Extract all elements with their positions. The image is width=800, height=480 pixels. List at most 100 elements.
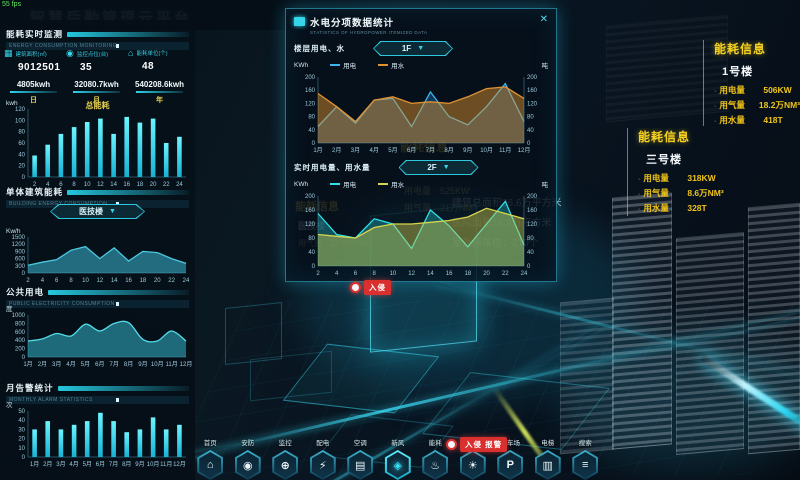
- svg-text:11月: 11月: [166, 361, 178, 368]
- svg-text:200: 200: [305, 75, 316, 81]
- svg-text:160: 160: [527, 88, 538, 94]
- public-power-area-chart: 0 200 400 600 800 1000 1月 2月 3月 4月 5月 6月 7月 8月 9月 10月 11…: [4, 302, 192, 368]
- svg-text:8月: 8月: [122, 461, 131, 468]
- svg-text:80: 80: [527, 236, 534, 242]
- energy-icon[interactable]: ♨: [422, 450, 449, 480]
- intrusion-alarm-notification[interactable]: 入侵 报警: [446, 437, 508, 452]
- security-camera-icon[interactable]: ◉: [234, 450, 261, 480]
- svg-text:40: 40: [18, 418, 25, 424]
- svg-text:60: 60: [18, 141, 25, 147]
- svg-text:40: 40: [308, 128, 315, 134]
- svg-text:160: 160: [305, 208, 316, 214]
- nav-item-power[interactable]: 配电 ⚡: [309, 437, 337, 480]
- svg-text:0: 0: [22, 355, 26, 361]
- svg-text:11月: 11月: [160, 461, 172, 468]
- nav-item-air-conditioner[interactable]: 空调 ▤: [347, 437, 374, 480]
- svg-text:5月: 5月: [388, 147, 397, 154]
- stat-value: 48: [142, 61, 155, 72]
- y-axis-label-right: 吨: [541, 63, 549, 70]
- svg-text:4: 4: [335, 271, 339, 277]
- svg-text:8月: 8月: [444, 147, 453, 154]
- svg-text:10: 10: [390, 271, 397, 277]
- nav-label: 首页: [203, 440, 217, 447]
- home-icon[interactable]: ⌂: [197, 450, 224, 480]
- intrusion-alarm-badge[interactable]: 入侵: [350, 280, 391, 295]
- alarm-icon: [350, 282, 361, 293]
- info-row: · 用气量 8.6万NM³: [638, 188, 724, 198]
- svg-text:40: 40: [18, 152, 25, 158]
- nav-item-monitor-shield[interactable]: 监控 ⊕: [272, 437, 299, 480]
- svg-text:3月: 3月: [351, 147, 360, 154]
- hydropower-stats-modal: 水电分项数据统计 STATISTICS OF HYDROPOWER ITEMIZ…: [285, 8, 557, 282]
- energy-info-panel-building1: 能耗信息 1号楼 · 用电量 506KW · 用气量 18.2万NM³ · 用水量 418T: [703, 40, 800, 126]
- close-icon[interactable]: ✕: [539, 14, 548, 25]
- stat-value: 9012501: [18, 62, 61, 73]
- svg-text:7月: 7月: [426, 147, 435, 154]
- svg-text:40: 40: [527, 128, 534, 134]
- nav-item-fresh-air[interactable]: 新风 ◈: [384, 437, 412, 480]
- section-title: 能耗实时监测: [6, 29, 64, 39]
- nav-item-energy[interactable]: 能耗 ♨: [422, 437, 449, 480]
- svg-text:8: 8: [72, 182, 76, 188]
- nav-item-home[interactable]: 首页 ⌂: [197, 437, 224, 480]
- monitor-shield-icon[interactable]: ⊕: [272, 450, 299, 480]
- y-axis-label-right: 吨: [541, 182, 549, 189]
- svg-text:4: 4: [41, 278, 45, 284]
- legend-water[interactable]: 用水: [378, 179, 404, 189]
- legend-electricity[interactable]: 用电: [330, 179, 356, 189]
- nav-label: 监控: [278, 440, 292, 447]
- svg-text:6: 6: [55, 278, 59, 284]
- svg-text:10: 10: [82, 278, 89, 284]
- building-name: 三号楼: [646, 154, 682, 166]
- fresh-air-icon[interactable]: ◈: [384, 450, 411, 480]
- building-select-dropdown[interactable]: 医技楼 ▼: [50, 204, 145, 219]
- svg-text:1200: 1200: [12, 242, 26, 248]
- info-row: · 用水量 328T: [638, 203, 707, 213]
- section-title: 公共用电: [6, 287, 45, 297]
- search-icon[interactable]: ≡: [572, 450, 599, 480]
- elevator-icon[interactable]: ▥: [534, 450, 561, 480]
- nav-label: 搜索: [578, 440, 592, 447]
- nav-item-parking[interactable]: 停车场 P: [497, 437, 524, 480]
- svg-text:20: 20: [154, 278, 161, 284]
- nav-label: 新风: [391, 440, 405, 447]
- chevron-down-icon: ▼: [442, 164, 450, 171]
- svg-text:120: 120: [305, 222, 316, 228]
- panel-header: 能耗信息: [714, 42, 767, 56]
- svg-text:160: 160: [527, 208, 538, 214]
- parking-icon[interactable]: P: [497, 450, 524, 480]
- svg-text:9月: 9月: [463, 147, 472, 154]
- svg-text:2: 2: [316, 271, 320, 277]
- realtime-floor-select-dropdown[interactable]: 2F ▼: [398, 160, 479, 175]
- nav-item-elevator[interactable]: 电梯 ▥: [534, 437, 562, 480]
- section-energy-monitoring: 能耗实时监测 ENERGY CONSUMPTION MONITORING: [6, 28, 189, 50]
- power-icon[interactable]: ⚡: [309, 450, 336, 480]
- legend-water[interactable]: 用水: [378, 60, 404, 70]
- svg-text:0: 0: [527, 264, 531, 270]
- svg-text:80: 80: [18, 130, 25, 136]
- building-block: [612, 192, 672, 450]
- svg-text:24: 24: [521, 271, 528, 277]
- nav-item-search[interactable]: 搜索 ≡: [572, 437, 599, 480]
- floor-select-dropdown[interactable]: 1F ▼: [373, 41, 453, 56]
- svg-text:6: 6: [354, 271, 358, 277]
- lighting-icon[interactable]: ☀: [459, 450, 486, 480]
- energy-info-panel-building3: 能耗信息 三号楼 · 用电量 318KW · 用气量 8.6万NM³ · 用水量 328T: [627, 128, 800, 216]
- alarm-icon: [446, 439, 457, 450]
- stat-building-area: ▦ 建筑面积(㎡) 9012501: [4, 48, 66, 73]
- info-row: · 用电量 506KW: [714, 85, 792, 95]
- svg-text:4月: 4月: [66, 361, 75, 368]
- nav-label: 安防: [241, 440, 255, 447]
- nav-item-security-camera[interactable]: 安防 ◉: [234, 437, 262, 480]
- legend-swatch: [330, 64, 341, 66]
- legend-electricity[interactable]: 用电: [330, 60, 356, 70]
- svg-text:7月: 7月: [109, 461, 118, 468]
- svg-text:次: 次: [6, 400, 13, 409]
- svg-text:12月: 12月: [173, 461, 186, 468]
- modal-subtitle: STATISTICS OF HYDROPOWER ITEMIZED DATA: [310, 30, 428, 35]
- svg-text:16: 16: [125, 278, 132, 284]
- air-conditioner-icon[interactable]: ▤: [347, 450, 374, 480]
- svg-text:5月: 5月: [81, 361, 90, 368]
- nav-label: 停车场: [500, 440, 521, 447]
